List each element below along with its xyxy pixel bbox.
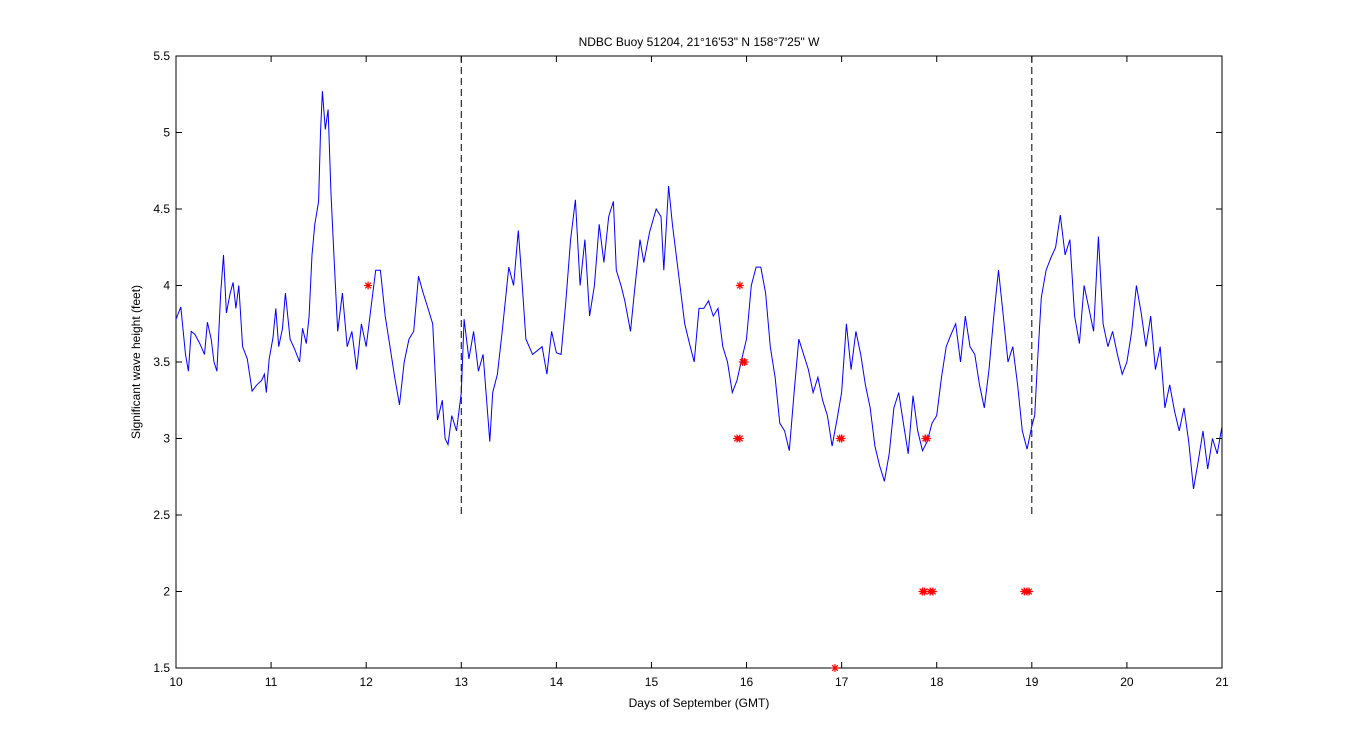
y-tick-label: 2 (163, 585, 170, 599)
y-axis: 1.5 2 2.5 3 3.5 4 4.5 5 5.5 (153, 49, 1222, 675)
wave-height-series (176, 91, 1222, 490)
y-tick-label: 5.5 (153, 49, 170, 63)
chart-title: NDBC Buoy 51204, 21°16'53" N 158°7'25" W (579, 35, 821, 49)
x-tick-label: 16 (740, 675, 754, 689)
x-tick-label: 17 (835, 675, 849, 689)
data-point-marker-1 (735, 281, 744, 290)
x-tick-label: 15 (645, 675, 659, 689)
y-tick-label: 5 (163, 126, 170, 140)
data-point-marker-9 (923, 434, 932, 443)
data-point-marker-3 (740, 358, 749, 366)
data-point-marker-7 (837, 434, 846, 443)
x-axis-label: Days of September (GMT) (629, 696, 770, 710)
x-tick-label: 10 (169, 675, 183, 689)
x-tick-label: 21 (1215, 675, 1229, 689)
y-tick-label: 3 (163, 432, 170, 446)
data-point-marker-10 (830, 664, 839, 672)
series-line (176, 91, 1222, 490)
y-tick-label: 4 (163, 279, 170, 293)
x-axis: 10 11 12 13 14 15 16 17 18 19 20 21 (169, 56, 1229, 689)
y-tick-label: 2.5 (153, 508, 170, 522)
y-axis-label: Significant wave height (feet) (129, 285, 143, 439)
x-tick-label: 14 (550, 675, 564, 689)
asterisk-markers (364, 281, 1033, 672)
x-tick-label: 19 (1025, 675, 1039, 689)
x-tick-label: 11 (265, 675, 278, 689)
plot-area-frame (175, 55, 1223, 669)
data-point-marker-17 (1024, 587, 1033, 596)
data-point-marker-14 (928, 587, 937, 596)
y-tick-label: 3.5 (153, 355, 170, 369)
x-tick-label: 13 (455, 675, 469, 689)
data-point-marker-0 (364, 281, 373, 290)
x-tick-label: 20 (1120, 675, 1134, 689)
data-point-marker-5 (735, 434, 744, 443)
x-tick-label: 18 (930, 675, 944, 689)
y-tick-label: 1.5 (153, 661, 170, 675)
x-tick-label: 12 (360, 675, 374, 689)
data-point-marker-12 (920, 587, 929, 596)
y-tick-label: 4.5 (153, 202, 170, 216)
